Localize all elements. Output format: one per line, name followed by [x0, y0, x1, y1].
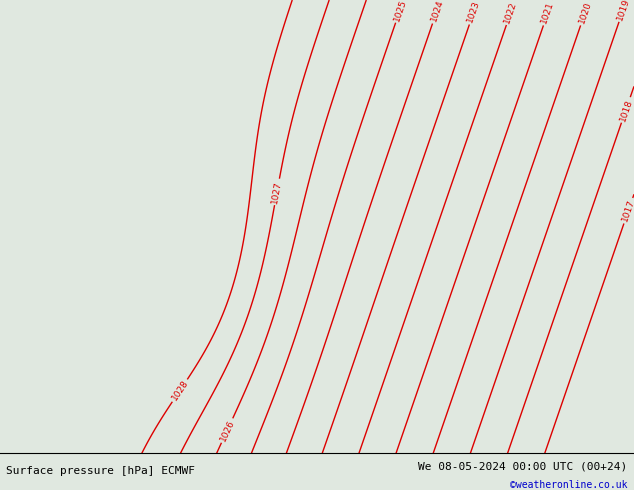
Text: ©weatheronline.co.uk: ©weatheronline.co.uk	[510, 480, 628, 490]
Text: We 08-05-2024 00:00 UTC (00+24): We 08-05-2024 00:00 UTC (00+24)	[418, 462, 628, 471]
Text: 1022: 1022	[503, 0, 519, 24]
Text: 1027: 1027	[271, 180, 283, 204]
Text: 1028: 1028	[170, 379, 190, 403]
Text: 1025: 1025	[392, 0, 408, 22]
Text: 1023: 1023	[466, 0, 482, 24]
Text: 1024: 1024	[429, 0, 445, 23]
Text: 1020: 1020	[577, 0, 593, 25]
Text: 1019: 1019	[616, 0, 631, 22]
Text: Surface pressure [hPa] ECMWF: Surface pressure [hPa] ECMWF	[6, 466, 195, 476]
Text: 1018: 1018	[618, 98, 634, 122]
Text: 1026: 1026	[218, 418, 236, 443]
Text: 1017: 1017	[620, 198, 634, 223]
Text: 1021: 1021	[540, 0, 556, 25]
